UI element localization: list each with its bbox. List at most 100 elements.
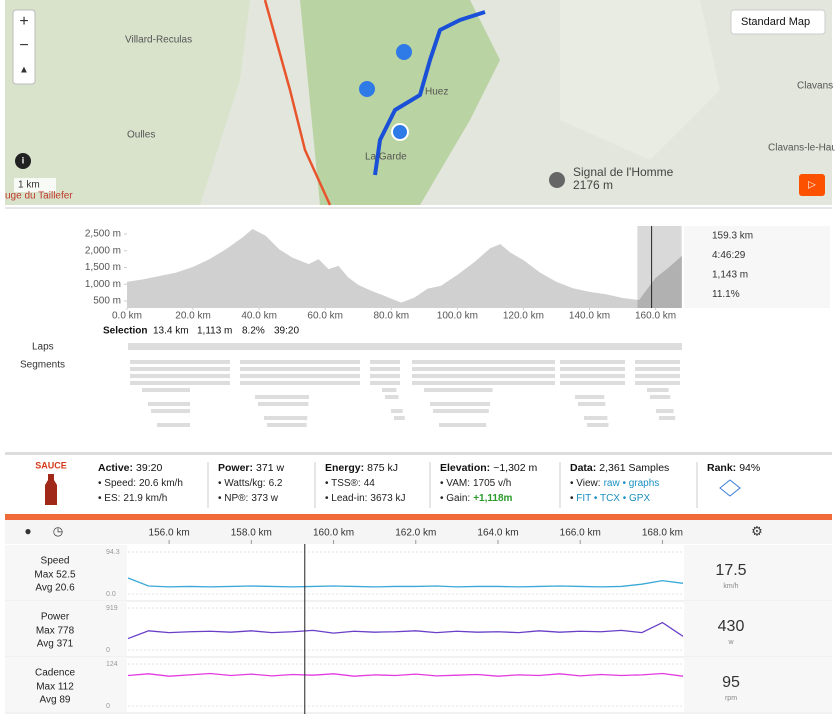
stat-label: Rank: [707,462,736,474]
bullet: • [440,493,446,504]
place-label: Signal de l'Homme [573,165,674,179]
segment-bar [430,402,491,406]
stat-value[interactable]: FIT • TCX • GPX [576,493,650,504]
segment-bar [656,409,674,413]
stream-toolbar [5,520,832,544]
stat-label: Data: [570,462,596,474]
segment-bar [148,402,190,406]
map-type-button[interactable] [730,9,826,35]
row-label: Laps [32,342,54,353]
zoom-out[interactable]: − [19,37,28,54]
stat-label: Active: [98,462,133,474]
x-tick-label: 0.0 km [112,311,142,322]
segment-bar [157,423,190,427]
stat-value[interactable]: raw • graphs [604,478,660,489]
segment-bar [412,374,555,378]
x-tick-label: 164.0 km [477,528,518,539]
route-stat: 11.1% [712,289,740,300]
segment-bar [264,416,308,420]
x-tick-label: 166.0 km [560,528,601,539]
stat-heading: Rank: 94% [707,462,760,474]
stream-line [127,672,684,677]
stat-item: • VAM: 1705 v/h [440,478,511,489]
stat-label: Gain: [446,493,470,504]
segment-bar [267,423,307,427]
location-tab[interactable]: ● [24,524,31,538]
segment-bar [575,395,605,399]
segment-bar [647,388,669,392]
stat-label: Elevation: [440,462,490,474]
segment-bar [433,409,489,413]
row-label: Segments [20,360,65,371]
segment-marker[interactable] [359,81,375,97]
stat-value: 371 w [256,462,284,474]
x-tick-label: 160.0 km [313,528,354,539]
stat-value: 6.2 [269,478,283,489]
segment-bar [439,423,487,427]
bullet: • [218,493,224,504]
y-tick-label: 0 [106,647,110,654]
segment-bar [385,395,399,399]
compass[interactable]: ▲ [19,65,29,76]
route [373,10,486,176]
x-tick-label: 168.0 km [642,528,683,539]
stat-value: 44 [364,478,376,489]
segment-bar [130,374,230,378]
stat-item: • NP®: 373 w [218,493,279,504]
place-label: Clavans [797,81,833,92]
stat-heading: Active: 39:20 [98,462,162,474]
peak-icon [549,172,565,188]
segment-bar [584,416,608,420]
map-type: Standard Map [741,16,810,28]
stream-max: Max 52.5 [34,570,76,581]
segment-marker[interactable] [396,44,412,60]
zoom-controls[interactable] [12,9,36,85]
scale-label: 1 km [18,180,40,191]
stream-max: Max 778 [36,626,75,637]
sauce-bar [5,514,832,520]
place-label: Villard-Reculas [125,35,192,46]
segment-bar [635,374,680,378]
place-label: uge du Taillefer [5,191,73,202]
flyover-button[interactable] [799,174,825,196]
peak-elevation: 2176 m [573,178,613,192]
segment-bar [240,374,360,378]
segment-bar [635,360,680,364]
info-button[interactable] [15,153,31,169]
segment-bar [587,423,609,427]
y-tick-label: 919 [106,605,118,612]
stream-current: 430 [718,618,745,635]
time-tab[interactable]: ◷ [53,524,63,538]
stat-value: 3673 kJ [370,493,405,504]
y-tick-label: 124 [106,661,118,668]
segment-bar [560,381,625,385]
row-label-bg [5,657,127,712]
terrain [560,0,720,160]
stat-value: 373 w [251,493,278,504]
stat-item: • Watts/kg: 6.2 [218,478,283,489]
settings-button[interactable]: ⚙ [751,523,763,538]
stat-value: +1,118m [473,493,512,504]
segment-bar [130,360,230,364]
selection-distance: 13.4 km [153,326,189,337]
zoom-in[interactable]: + [19,13,28,30]
x-tick-label: 140.0 km [569,311,610,322]
place-label: Clavans-le-Haut [768,143,835,154]
row-value-bg [684,545,832,600]
segment-bar [560,374,625,378]
stream-name: Power [41,612,70,623]
stat-label: Watts/kg: [224,478,265,489]
segment-bar [560,360,625,364]
segment-bar [394,416,405,420]
info-icon: i [22,155,25,165]
x-tick-label: 120.0 km [503,311,544,322]
segment-bar [130,381,230,385]
y-tick-label: 0 [106,703,110,710]
bullet: • [325,493,331,504]
stat-label: Speed: [104,478,136,489]
stream-unit: rpm [725,695,737,702]
segment-bar [635,381,680,385]
bullet: • [570,493,576,504]
forest [300,0,500,205]
stream-name: Speed [41,556,70,567]
